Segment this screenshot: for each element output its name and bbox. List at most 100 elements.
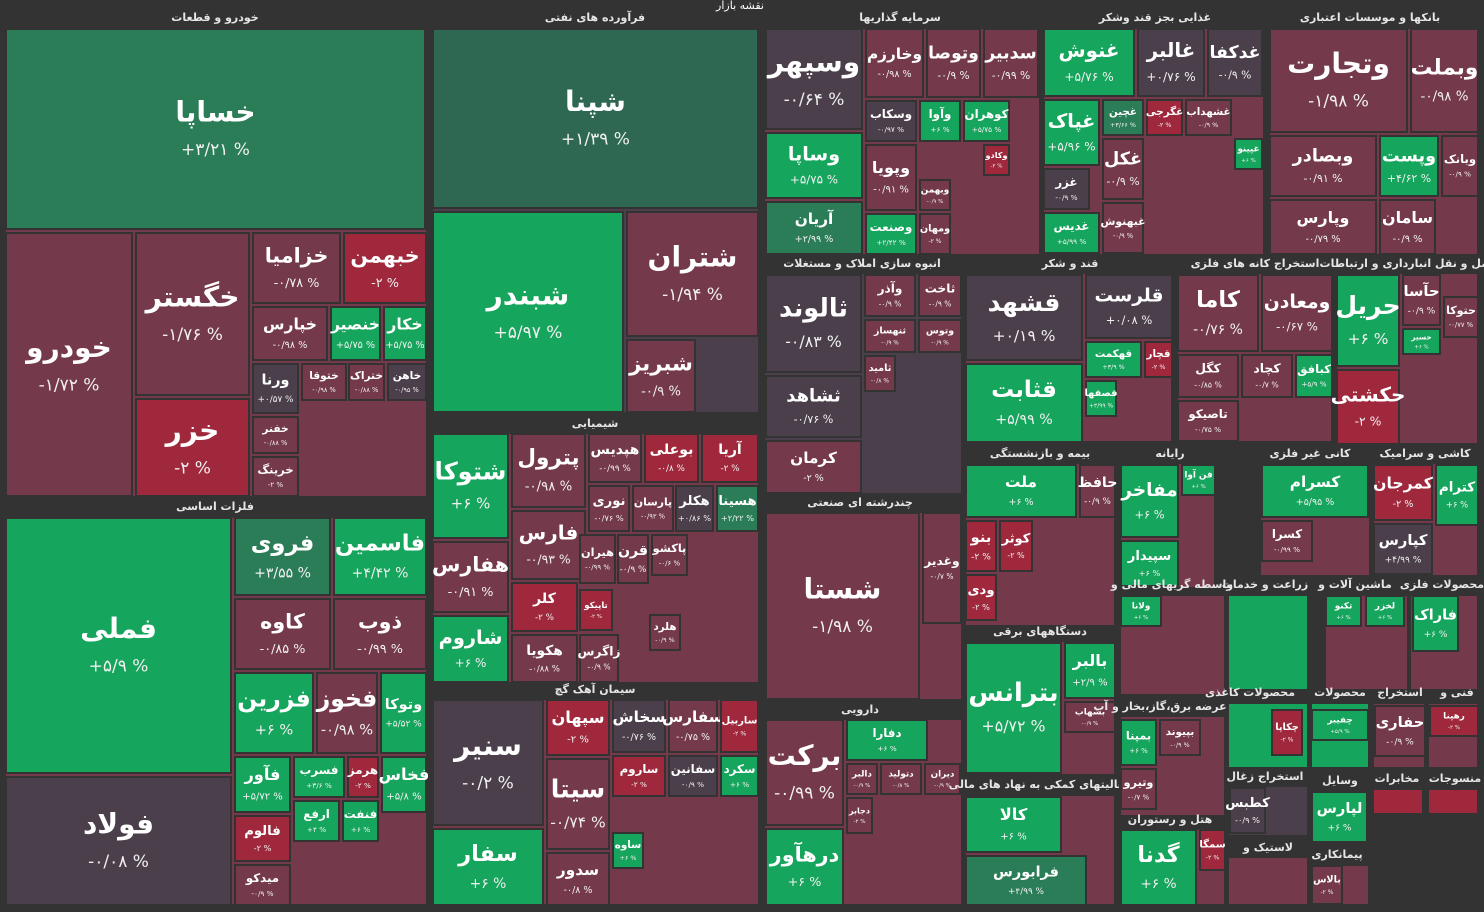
tile	[965, 464, 1077, 518]
tile-change: -۰/۹ %	[1113, 232, 1133, 240]
stock-tile: سدبیر -۰/۹۹ %	[983, 28, 1039, 98]
tile-name: دیران	[931, 770, 955, 780]
tile-change: +۶ %	[788, 875, 822, 890]
tile-change: -۰/۹ %	[655, 636, 674, 644]
stock-tile: بمپنا +۶ %	[1120, 719, 1157, 766]
sector: محصولات فلزی فاراک +۶ %	[1400, 578, 1484, 691]
tile-change: -۰/۸ %	[658, 464, 685, 474]
tile-name: وبملت	[1411, 56, 1479, 81]
tile	[1120, 595, 1162, 627]
tile	[579, 634, 619, 683]
tile-name: وبصادر	[1292, 146, 1354, 166]
stock-tile: حسیر +۶ %	[1402, 328, 1441, 355]
stock-tile: آریا -۲ %	[701, 433, 759, 483]
tile	[383, 306, 427, 361]
tile	[765, 201, 863, 255]
sector: محصولات چفیبر +۵/۹ %	[1310, 686, 1370, 769]
stock-tile: هکلر +۰/۸۶ %	[675, 485, 714, 532]
tile	[1373, 464, 1433, 521]
tile	[5, 232, 133, 497]
stock-tile: تاپیکو -۲ %	[579, 589, 613, 631]
stock-tile: هیران -۰/۹۹ %	[579, 534, 616, 584]
tile-name: خزامیا	[265, 244, 329, 268]
tile	[1043, 168, 1090, 210]
stock-tile: بالاس -۲ %	[1311, 865, 1343, 905]
tile-change: -۰/۹ %	[620, 565, 647, 575]
tile-name: ثشاهد	[786, 386, 840, 407]
tile-change: +۶ %	[730, 780, 749, 789]
sector-area	[1372, 788, 1424, 815]
sector: حمل و نقل انبارداری و ارتباطات حریل +۶ % حآ…	[1320, 257, 1484, 445]
stock-tile: خرینگ -۲ %	[252, 456, 299, 497]
sector-label: بیمه و بازنشستگی	[990, 447, 1090, 460]
stock-tile: رهپنا -۲ %	[1429, 705, 1479, 737]
tile-name: کوثر	[1001, 531, 1031, 546]
tile-name: وساپا	[788, 142, 840, 165]
tile-change: +۶ %	[255, 722, 294, 739]
tile-change: -۱/۹۴ %	[662, 285, 723, 305]
tile-change: +۲/۹ %	[1072, 678, 1107, 689]
tile	[333, 517, 427, 596]
tile-change: +۵/۹۷ %	[494, 323, 563, 343]
tile-change: +۰/۸۶ %	[678, 513, 711, 523]
tile-name: خکار	[386, 315, 422, 333]
tile	[1374, 705, 1426, 757]
stock-tile: ساربیل -۲ %	[720, 699, 759, 753]
sector-label: عرضه برق،گاز،بخار و آب	[1093, 699, 1226, 713]
tile	[1102, 138, 1144, 200]
tile-name: وتجارت	[1287, 47, 1390, 80]
tile	[612, 832, 644, 869]
tile	[1336, 369, 1400, 445]
tile	[701, 433, 759, 483]
tile-change: -۱/۹۸ %	[812, 617, 873, 637]
tile-change: +۵/۹۵ %	[1296, 497, 1335, 508]
tile	[588, 433, 642, 483]
tile-change: +۶ %	[930, 125, 949, 134]
tile-change: -۰/۹۹ %	[774, 784, 835, 804]
tile	[1269, 199, 1377, 255]
tile	[432, 541, 509, 613]
tile	[919, 213, 951, 255]
tile-name: سفار	[457, 841, 517, 867]
tile-name: غبهنوش	[1101, 215, 1146, 228]
sector: استخراج حفاری -۰/۹ %	[1372, 686, 1426, 769]
stock-tile: فزرین +۶ %	[234, 672, 314, 754]
stock-tile: کگل -۰/۸۵ %	[1177, 354, 1239, 398]
tile-name: خنصیر	[330, 315, 380, 333]
tile-name: سدور	[556, 861, 599, 879]
stock-tile: خنصیر +۵/۷۵ %	[330, 306, 381, 361]
tile-change: +۶ %	[351, 825, 370, 834]
tile-change: -۰/۹۹ %	[992, 69, 1031, 82]
sector: وسایل لپارس +۶ %	[1310, 774, 1370, 843]
sector: چندرشته ای صنعتی شستا -۱/۹۸ % وغدیر -۰/۷ %	[763, 496, 963, 701]
tile-change: -۰/۸۵ %	[1194, 380, 1222, 389]
stock-tile: قثابت +۵/۹۹ %	[965, 363, 1083, 443]
stock-tile: پارسان -۰/۹۳ %	[632, 485, 674, 532]
stock-tile: بپیوند -۰/۹ %	[1159, 719, 1201, 756]
sector-label: محصولات فلزی	[1400, 578, 1484, 591]
stock-tile: وتوصا -۰/۹ %	[926, 28, 981, 98]
stock-tile: قهکمت +۳/۹ %	[1085, 341, 1142, 378]
tile-change: -۲ %	[254, 843, 272, 853]
stock-tile: وتوس -۰/۹ %	[918, 319, 962, 353]
tile-change: -۰/۸۸ %	[355, 386, 379, 394]
tile-name: کلر	[532, 591, 557, 607]
tile-name: سمگا	[1199, 837, 1225, 850]
tile	[1079, 464, 1116, 518]
stock-tile: فرابورس +۴/۹۹ %	[965, 855, 1087, 906]
tile-change: -۱/۷۲ %	[39, 376, 100, 396]
stock-tile: فخاس +۵/۸ %	[379, 756, 429, 813]
sector-label: استخراج	[1377, 686, 1423, 700]
tile	[983, 144, 1010, 176]
stock-tile: خاهن -۰/۹۵ %	[387, 363, 427, 401]
tile-name: غپینو	[1236, 145, 1259, 155]
tile-name: قهکمت	[1095, 348, 1132, 360]
tile-change: -۰/۹ %	[587, 663, 610, 672]
tile-name: قصفها	[1085, 388, 1118, 399]
tile-name: خفنر	[261, 423, 288, 435]
tile-change: -۰/۶۷ %	[1276, 320, 1318, 334]
tile-name: کطبس	[1225, 796, 1270, 811]
tile-name: کپارس	[1379, 532, 1428, 549]
tile-change: -۰/۷۵ %	[1195, 425, 1221, 434]
stock-tile: سپیدار +۶ %	[1120, 540, 1179, 587]
